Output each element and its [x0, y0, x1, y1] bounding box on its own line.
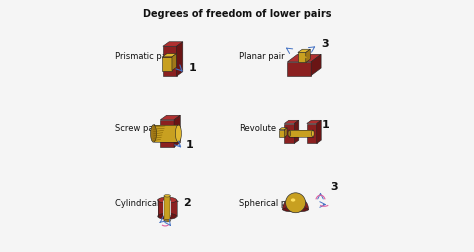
- Polygon shape: [284, 120, 299, 123]
- Ellipse shape: [164, 219, 171, 222]
- Text: 3: 3: [322, 40, 329, 49]
- Polygon shape: [160, 115, 180, 120]
- Text: Planar pair: Planar pair: [239, 52, 285, 61]
- Polygon shape: [298, 49, 310, 52]
- Polygon shape: [279, 130, 284, 137]
- Polygon shape: [307, 123, 317, 143]
- Ellipse shape: [175, 125, 182, 142]
- Text: 1: 1: [188, 63, 196, 73]
- Polygon shape: [284, 123, 294, 143]
- Text: Spherical pair: Spherical pair: [239, 199, 298, 208]
- Polygon shape: [279, 128, 287, 130]
- Polygon shape: [307, 120, 321, 123]
- Polygon shape: [298, 52, 306, 62]
- Polygon shape: [174, 115, 180, 147]
- Polygon shape: [158, 200, 177, 216]
- Polygon shape: [163, 57, 172, 71]
- Polygon shape: [317, 120, 321, 143]
- Ellipse shape: [288, 130, 291, 137]
- Ellipse shape: [158, 197, 177, 203]
- Ellipse shape: [291, 198, 295, 202]
- Text: Degrees of freedom of lower pairs: Degrees of freedom of lower pairs: [143, 9, 331, 19]
- Ellipse shape: [164, 195, 171, 197]
- Polygon shape: [164, 200, 171, 216]
- Polygon shape: [289, 130, 313, 137]
- Wedge shape: [283, 197, 309, 209]
- Polygon shape: [163, 46, 176, 76]
- Text: 1: 1: [322, 120, 329, 131]
- Polygon shape: [284, 128, 287, 137]
- Ellipse shape: [164, 199, 171, 201]
- Ellipse shape: [283, 207, 309, 212]
- Polygon shape: [176, 42, 183, 76]
- Polygon shape: [154, 125, 178, 142]
- Polygon shape: [172, 54, 176, 71]
- Ellipse shape: [311, 130, 314, 137]
- Text: Prismatic pair: Prismatic pair: [115, 52, 173, 61]
- Polygon shape: [163, 42, 183, 46]
- Text: Screw pair: Screw pair: [115, 124, 159, 133]
- Polygon shape: [287, 54, 321, 62]
- Text: 3: 3: [330, 182, 338, 192]
- Polygon shape: [160, 120, 174, 147]
- Ellipse shape: [164, 215, 171, 217]
- Polygon shape: [311, 54, 321, 76]
- Text: Cylindrical pair: Cylindrical pair: [115, 199, 178, 208]
- Polygon shape: [306, 49, 310, 62]
- Text: 1: 1: [186, 140, 194, 150]
- Ellipse shape: [151, 125, 156, 142]
- Polygon shape: [164, 196, 171, 221]
- Polygon shape: [287, 62, 311, 76]
- Polygon shape: [294, 120, 299, 143]
- Text: 2: 2: [183, 198, 191, 208]
- Ellipse shape: [158, 213, 177, 219]
- Circle shape: [286, 193, 306, 213]
- Text: Revolute: Revolute: [239, 124, 277, 133]
- Polygon shape: [163, 54, 176, 57]
